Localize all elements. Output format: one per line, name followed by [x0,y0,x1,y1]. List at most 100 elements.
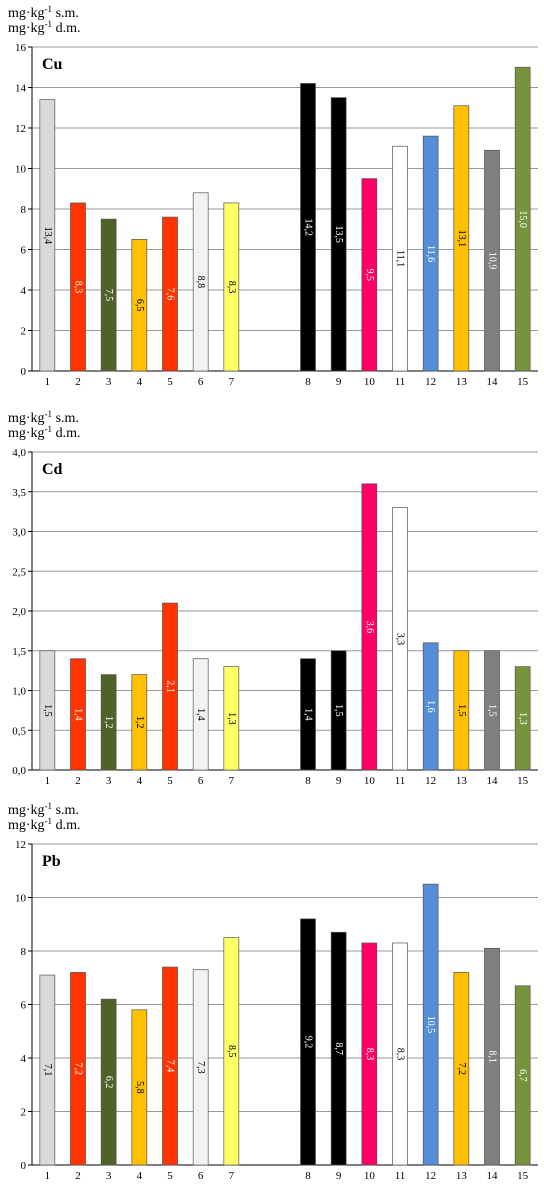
pb-y-tick-label: 2 [21,1107,27,1119]
cu-y-tick-label: 14 [15,83,27,95]
cd-y-tick-label: 2,5 [12,566,26,578]
cu-unit-line-1: mg·kg-1 s.m. [8,4,79,22]
pb-x-tick-label: 12 [425,1170,436,1182]
cu-data-label: 9,5 [364,269,375,282]
cd-x-tick-label: 11 [395,775,406,787]
pb-y-tick-label: 12 [15,839,26,851]
cu-data-label: 14,2 [303,218,314,236]
cu-y-tick-label: 12 [15,123,26,135]
cu-y-tick-label: 4 [21,285,27,297]
cu-bar-3 [100,218,117,372]
cd-x-tick-label: 6 [198,775,204,787]
pb-y-tick-label: 8 [21,946,27,958]
cd-bar-5 [162,602,178,771]
pb-y-tick-label: 4 [21,1053,27,1065]
cd-x-tick-label: 3 [106,775,112,787]
pb-x-tick-label: 15 [517,1170,529,1182]
cd-data-label: 1,5 [333,704,344,717]
cu-x-tick-label: 10 [364,376,376,388]
cu-x-tick-label: 5 [167,376,173,388]
cu-x-tick-label: 4 [137,376,143,388]
pb-x-tick-label: 4 [137,1170,143,1182]
cd-bar-3 [100,674,117,771]
cu-data-label: 11,6 [425,245,436,262]
cu-x-tick-label: 6 [198,376,204,388]
pb-x-tick-label: 8 [305,1170,311,1182]
cd-x-tick-label: 13 [456,775,468,787]
cd-chart-title: Cd [42,461,63,478]
cd-x-tick-label: 9 [336,775,342,787]
cd-x-tick-label: 7 [229,775,235,787]
pb-bar-1 [39,974,56,1166]
pb-data-label: 7,2 [456,1062,467,1075]
cu-bar-chart: 0 2 4 6 8 10 12 14 16 13,4 1 8,3 2 7,5 3 6,5 4 7,6 5 8,8 6 8,… [15,42,538,388]
cu-data-label: 13,1 [456,230,467,248]
pb-x-tick-label: 3 [106,1170,112,1182]
cu-data-label: 15,0 [517,210,528,228]
pb-bar-8 [300,918,316,1166]
cu-bar-2 [70,202,86,372]
cd-unit-line-2: mg·kg-1 d.m. [8,424,81,442]
cd-y-tick-label: 3,5 [12,487,26,499]
pb-bar-11 [392,942,408,1166]
cd-x-tick-label: 12 [425,775,436,787]
cd-data-label: 1,5 [42,704,53,717]
cd-data-label: 1,4 [303,708,314,721]
cu-x-tick-label: 15 [517,376,529,388]
cd-bar-12 [422,642,439,771]
pb-data-label: 8,7 [333,1042,344,1055]
pb-x-tick-label: 9 [336,1170,342,1182]
cd-data-label: 3,3 [395,633,406,646]
cd-bar-4 [131,674,148,771]
cd-data-label: 2,1 [165,680,176,693]
cu-x-tick-label: 14 [487,376,499,388]
cu-y-tick-label: 10 [15,164,27,176]
pb-x-tick-label: 6 [198,1170,204,1182]
cd-data-label: 1,4 [195,708,206,721]
cd-y-tick-label: 2,0 [12,606,26,618]
pb-x-tick-label: 14 [487,1170,499,1182]
cd-bar-11 [392,507,408,771]
pb-data-label: 10,5 [425,1016,436,1034]
pb-x-tick-label: 5 [167,1170,173,1182]
cd-x-tick-label: 1 [45,775,51,787]
pb-chart-title: Pb [42,853,61,870]
pb-data-label: 7,1 [42,1064,53,1077]
pb-y-tick-label: 6 [21,1000,27,1012]
cd-y-tick-label: 1,0 [12,686,26,698]
cu-bar-5 [162,216,178,372]
cu-bar-9 [330,97,347,372]
cu-data-label: 7,6 [165,288,176,301]
cd-data-label: 1,5 [487,704,498,717]
cu-x-tick-label: 3 [106,376,112,388]
cd-x-tick-label: 4 [137,775,143,787]
pb-data-label: 8,3 [364,1048,375,1061]
cu-x-tick-label: 7 [229,376,235,388]
cu-bar-14 [484,149,500,372]
cd-y-tick-label: 4,0 [12,447,26,459]
cd-y-tick-label: 3,0 [12,527,26,539]
cu-data-label: 6,5 [134,299,145,312]
cd-bar-1 [39,650,56,771]
cu-bar-13 [453,105,470,372]
pb-data-label: 6,7 [517,1069,528,1082]
cu-x-tick-label: 1 [45,376,51,388]
cu-data-label: 8,8 [195,276,206,289]
cu-data-label: 10,9 [487,252,498,270]
cu-bar-4 [131,239,148,372]
cd-x-tick-label: 2 [75,775,81,787]
cd-data-label: 1,3 [226,712,237,725]
pb-x-tick-label: 7 [229,1170,235,1182]
pb-bar-13 [453,972,470,1166]
cd-bar-2 [70,658,86,771]
cu-x-tick-label: 12 [425,376,436,388]
cu-bar-1 [39,99,56,372]
pb-bar-chart: 0 2 4 6 8 10 12 7,1 1 7,2 2 6,2 3 5,8 4 7,4 5 7,3 6 8,5 7 9,2… [15,839,538,1182]
cd-bar-7 [223,666,240,771]
pb-data-label: 8,1 [487,1050,498,1063]
cd-data-label: 3,6 [364,621,375,634]
pb-bar-2 [70,972,86,1166]
cu-bar-10 [361,178,378,372]
cd-x-tick-label: 15 [517,775,529,787]
